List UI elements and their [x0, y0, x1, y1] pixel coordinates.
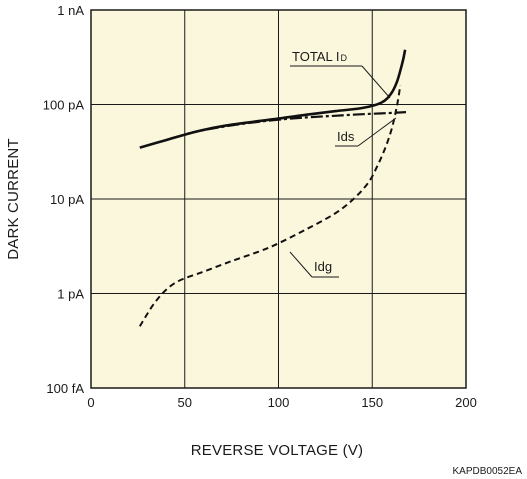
x-tick-label: 200 — [455, 395, 477, 410]
x-axis-title: REVERSE VOLTAGE (V) — [191, 442, 363, 459]
x-axis: 0 50 100 150 200 — [87, 395, 476, 410]
svg-text:TOTAL ID: TOTAL ID — [292, 49, 347, 64]
annotation-ids-leader — [357, 117, 397, 147]
annotation-ids: Ids — [335, 117, 397, 147]
x-tick-label: 100 — [268, 395, 290, 410]
y-tick-label: 1 pA — [57, 287, 84, 302]
annotation-total-subscript: D — [340, 53, 347, 63]
annotation-idg-leader — [289, 251, 313, 278]
figure-code: KAPDB0052EA — [453, 466, 523, 477]
annotation-total: TOTAL ID — [290, 49, 391, 99]
series-group — [138, 49, 407, 327]
annotation-idg-label: Idg — [314, 259, 332, 274]
series-line-idg — [138, 85, 402, 327]
annotation-idg: Idg — [289, 251, 339, 278]
annotation-ids-label: Ids — [337, 129, 355, 144]
annotation-total-label: TOTAL I — [292, 49, 339, 64]
y-tick-label: 100 pA — [43, 98, 85, 113]
y-tick-label: 1 nA — [57, 3, 84, 18]
x-tick-label: 150 — [361, 395, 383, 410]
x-tick-label: 50 — [178, 395, 192, 410]
plot-frame — [90, 9, 467, 389]
grid — [91, 10, 466, 388]
series-line-ids — [165, 111, 407, 142]
annotation-total-leader — [361, 65, 391, 99]
y-axis: 100 fA 1 pA 10 pA 100 pA 1 nA — [43, 3, 85, 396]
y-axis-title: DARK CURRENT — [5, 138, 22, 260]
y-tick-label: 10 pA — [50, 192, 84, 207]
x-tick-label: 0 — [87, 395, 94, 410]
y-tick-label: 100 fA — [46, 381, 84, 396]
